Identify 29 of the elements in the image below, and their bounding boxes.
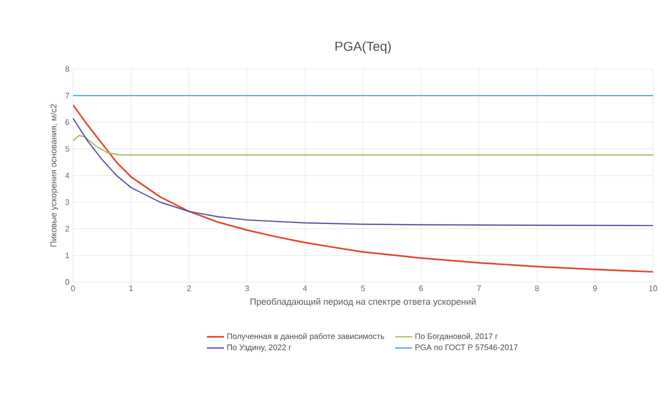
x-tick-label: 3 <box>245 286 249 292</box>
y-tick-label: 3 <box>65 199 70 205</box>
legend-label: По Уздину, 2022 г <box>227 344 292 352</box>
legend-label: PGA по ГОСТ Р 57546-2017 <box>415 344 518 350</box>
legend-label: По Богдановой, 2017 г <box>415 333 498 341</box>
x-tick-label: 7 <box>477 286 481 292</box>
y-tick-label: 0 <box>65 279 70 285</box>
y-tick-label: 5 <box>65 146 70 152</box>
y-tick-label: 4 <box>65 172 70 178</box>
y-tick-label: 1 <box>66 252 70 258</box>
y-tick-label: 8 <box>65 66 70 72</box>
x-tick-label: 9 <box>593 286 597 292</box>
x-tick-label: 4 <box>302 286 307 292</box>
line-series <box>73 118 653 226</box>
y-axis-title: Пиковые ускорения основания, м/с2 <box>50 104 58 247</box>
chart-title: PGA(Teq) <box>336 41 391 54</box>
y-tick-label: 7 <box>65 92 70 98</box>
legend-label: Полученная в данной работе зависимость <box>227 333 384 341</box>
y-tick-label: 2 <box>65 226 70 232</box>
x-axis-title: Преобладающий период на спектре ответа ускорений <box>250 298 476 307</box>
x-tick-label: 5 <box>361 286 365 292</box>
line-series <box>73 134 653 156</box>
y-tick-label: 6 <box>65 119 70 126</box>
x-tick-label: 6 <box>419 286 423 292</box>
x-tick-label: 2 <box>187 286 191 292</box>
x-tick-label: 10 <box>649 286 658 292</box>
x-tick-label: 1 <box>129 286 133 292</box>
x-tick-label: 8 <box>535 286 539 292</box>
x-tick-label: 0 <box>71 286 75 292</box>
